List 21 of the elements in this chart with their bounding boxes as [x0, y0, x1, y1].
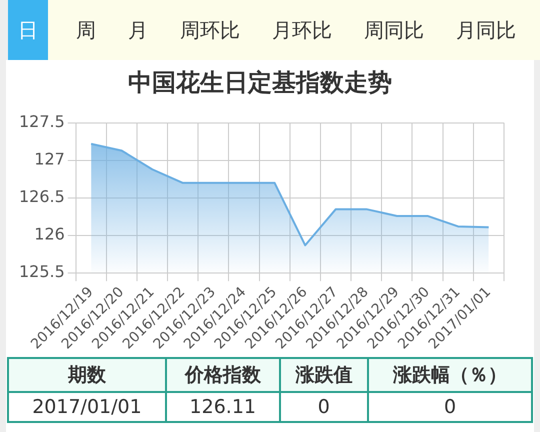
- text: 0: [280, 392, 368, 422]
- y-tick-label: 126: [34, 224, 65, 244]
- text: 月同比: [455, 17, 517, 44]
- text: 126.11: [166, 392, 280, 422]
- text: 周: [75, 17, 97, 44]
- y-tick-label: 125.5: [18, 262, 65, 282]
- text: 0: [368, 392, 532, 422]
- text: 2017/01/01: [8, 392, 166, 422]
- text: 价格指数: [166, 358, 280, 392]
- text: 涨跌值: [280, 358, 368, 392]
- y-tick-label: 127: [34, 150, 65, 169]
- text: 月: [127, 17, 149, 44]
- chart-title: 中国花生日定基指数走势: [128, 68, 392, 97]
- text: 周同比: [363, 17, 425, 44]
- text: 涨跌幅（％）: [368, 358, 532, 392]
- y-tick-label: 127.5: [18, 112, 65, 131]
- text: 期数: [8, 358, 166, 392]
- text: 周环比: [179, 17, 241, 44]
- text: 日: [8, 0, 48, 60]
- y-tick-label: 126.5: [18, 187, 65, 206]
- text: 月环比: [271, 17, 333, 44]
